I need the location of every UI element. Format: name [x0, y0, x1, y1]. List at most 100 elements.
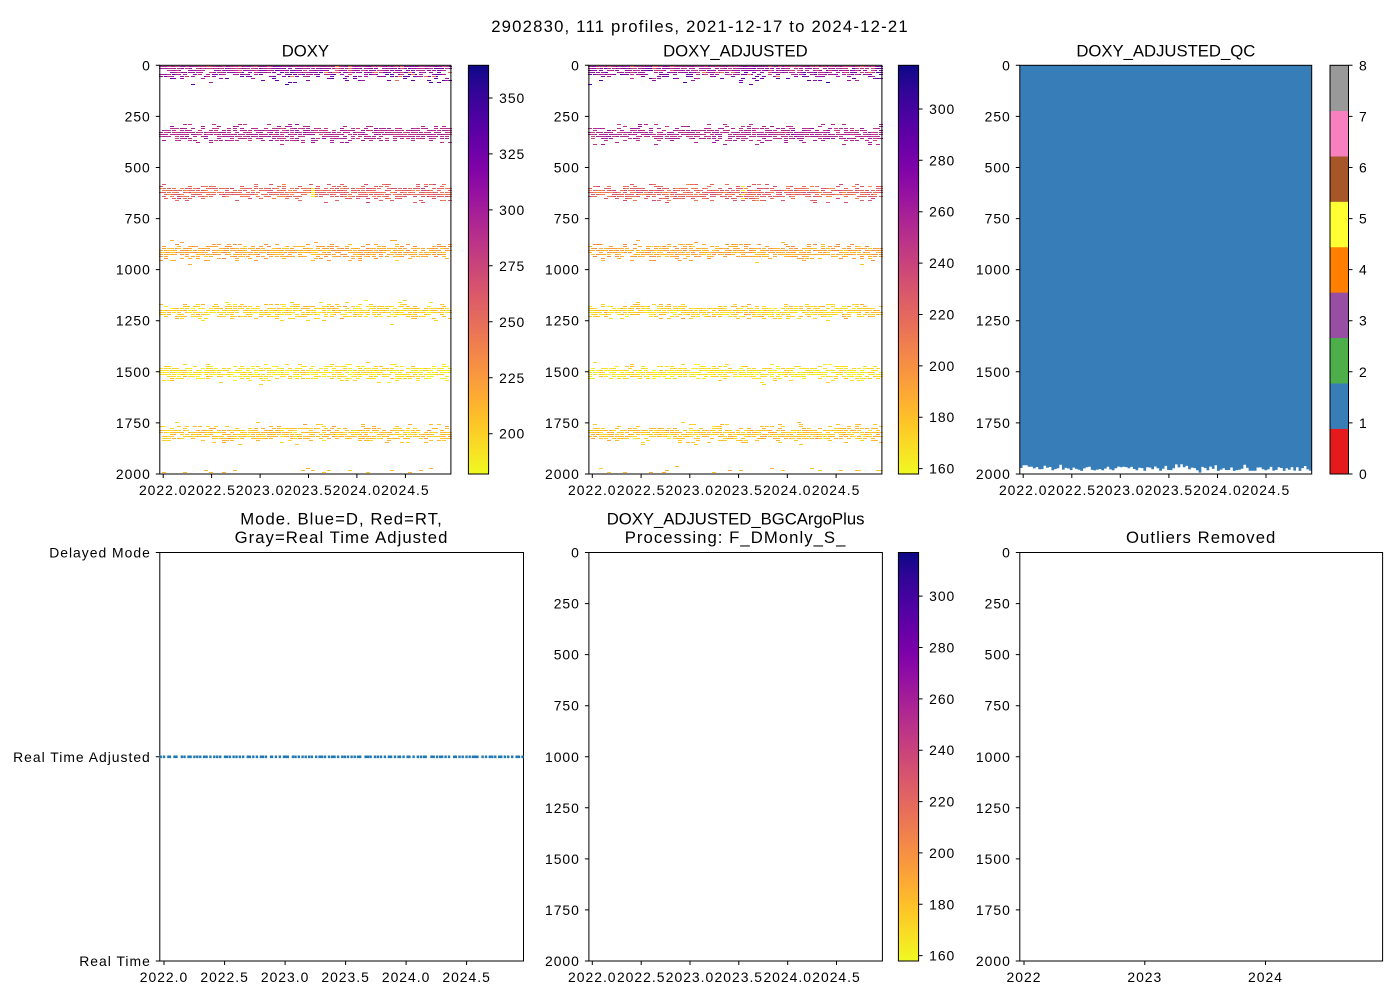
- svg-text:220: 220: [929, 307, 955, 323]
- svg-text:300: 300: [929, 588, 955, 604]
- svg-text:1250: 1250: [545, 800, 580, 816]
- svg-text:275: 275: [499, 258, 525, 274]
- svg-text:1500: 1500: [976, 851, 1011, 867]
- svg-text:2022.0: 2022.0: [999, 482, 1048, 498]
- svg-text:160: 160: [929, 948, 955, 964]
- svg-text:300: 300: [499, 202, 525, 218]
- svg-text:200: 200: [499, 426, 525, 442]
- svg-text:2023.5: 2023.5: [321, 969, 370, 985]
- svg-text:1250: 1250: [976, 313, 1011, 329]
- svg-text:DOXY: DOXY: [282, 41, 329, 60]
- svg-text:1500: 1500: [545, 364, 580, 380]
- svg-text:Real Time Adjusted: Real Time Adjusted: [13, 749, 151, 765]
- svg-text:Gray=Real Time Adjusted: Gray=Real Time Adjusted: [235, 528, 449, 547]
- svg-text:180: 180: [929, 409, 955, 425]
- svg-text:2024.5: 2024.5: [442, 969, 491, 985]
- svg-text:1500: 1500: [116, 364, 151, 380]
- svg-text:2024: 2024: [1248, 969, 1283, 985]
- svg-text:1500: 1500: [545, 851, 580, 867]
- svg-text:1750: 1750: [545, 415, 580, 431]
- svg-text:1: 1: [1359, 415, 1368, 431]
- svg-text:750: 750: [554, 211, 580, 227]
- svg-text:2022.0: 2022.0: [140, 969, 189, 985]
- svg-text:750: 750: [985, 211, 1011, 227]
- svg-text:2023.0: 2023.0: [666, 482, 715, 498]
- svg-text:1250: 1250: [976, 800, 1011, 816]
- svg-text:240: 240: [929, 255, 955, 271]
- svg-text:250: 250: [554, 108, 580, 124]
- svg-text:260: 260: [929, 691, 955, 707]
- svg-text:1750: 1750: [976, 415, 1011, 431]
- svg-text:160: 160: [929, 461, 955, 477]
- svg-text:Real Time: Real Time: [79, 953, 151, 969]
- svg-text:2902830, 111 profiles, 2021-12: 2902830, 111 profiles, 2021-12-17 to 202…: [491, 17, 909, 36]
- svg-text:1750: 1750: [976, 902, 1011, 918]
- svg-text:1500: 1500: [976, 364, 1011, 380]
- svg-text:2022.0: 2022.0: [568, 969, 617, 985]
- svg-text:280: 280: [929, 640, 955, 656]
- svg-text:2000: 2000: [976, 466, 1011, 482]
- svg-text:1750: 1750: [545, 902, 580, 918]
- svg-text:220: 220: [929, 794, 955, 810]
- svg-text:2023.0: 2023.0: [261, 969, 310, 985]
- svg-text:2022.5: 2022.5: [200, 969, 249, 985]
- svg-text:750: 750: [554, 698, 580, 714]
- svg-text:2022: 2022: [1007, 969, 1042, 985]
- svg-text:2024.0: 2024.0: [382, 969, 431, 985]
- svg-text:200: 200: [929, 845, 955, 861]
- svg-text:1000: 1000: [116, 262, 151, 278]
- svg-text:1000: 1000: [545, 262, 580, 278]
- svg-text:Processing: F_DMonly_S_: Processing: F_DMonly_S_: [625, 528, 847, 547]
- svg-text:500: 500: [125, 160, 151, 176]
- svg-text:250: 250: [985, 596, 1011, 612]
- svg-text:4: 4: [1359, 262, 1368, 278]
- svg-text:Mode. Blue=D, Red=RT,: Mode. Blue=D, Red=RT,: [240, 509, 443, 528]
- svg-text:2000: 2000: [545, 466, 580, 482]
- svg-text:500: 500: [554, 647, 580, 663]
- svg-text:2022.0: 2022.0: [568, 482, 617, 498]
- svg-text:250: 250: [554, 596, 580, 612]
- svg-text:2022.0: 2022.0: [139, 482, 188, 498]
- svg-text:500: 500: [554, 160, 580, 176]
- svg-text:500: 500: [985, 160, 1011, 176]
- svg-text:2024.0: 2024.0: [1193, 482, 1242, 498]
- svg-text:0: 0: [1359, 466, 1368, 482]
- svg-text:280: 280: [929, 152, 955, 168]
- svg-text:2022.5: 2022.5: [617, 969, 666, 985]
- svg-text:0: 0: [571, 57, 580, 73]
- svg-text:225: 225: [499, 370, 525, 386]
- svg-text:6: 6: [1359, 160, 1368, 176]
- svg-text:180: 180: [929, 896, 955, 912]
- svg-text:2023.0: 2023.0: [1096, 482, 1145, 498]
- svg-text:0: 0: [1002, 545, 1011, 561]
- svg-text:2024.5: 2024.5: [812, 482, 861, 498]
- svg-text:2022.5: 2022.5: [1048, 482, 1097, 498]
- svg-text:2024.5: 2024.5: [1242, 482, 1291, 498]
- svg-text:1000: 1000: [976, 749, 1011, 765]
- svg-text:2000: 2000: [545, 953, 580, 969]
- svg-text:2023: 2023: [1127, 969, 1162, 985]
- svg-text:300: 300: [929, 101, 955, 117]
- svg-text:2023.0: 2023.0: [236, 482, 285, 498]
- svg-text:0: 0: [571, 545, 580, 561]
- svg-text:0: 0: [1002, 57, 1011, 73]
- svg-text:1000: 1000: [976, 262, 1011, 278]
- svg-text:8: 8: [1359, 57, 1368, 73]
- svg-text:325: 325: [499, 146, 525, 162]
- svg-text:5: 5: [1359, 211, 1368, 227]
- svg-text:DOXY_ADJUSTED_BGCArgoPlus: DOXY_ADJUSTED_BGCArgoPlus: [607, 509, 865, 528]
- svg-text:1250: 1250: [545, 313, 580, 329]
- svg-text:DOXY_ADJUSTED_QC: DOXY_ADJUSTED_QC: [1076, 41, 1255, 60]
- svg-text:260: 260: [929, 204, 955, 220]
- svg-text:2: 2: [1359, 364, 1368, 380]
- svg-text:2024.0: 2024.0: [763, 969, 812, 985]
- svg-text:2023.5: 2023.5: [714, 482, 763, 498]
- svg-text:2000: 2000: [976, 953, 1011, 969]
- svg-text:7: 7: [1359, 108, 1368, 124]
- svg-text:2024.5: 2024.5: [812, 969, 861, 985]
- svg-text:750: 750: [125, 211, 151, 227]
- svg-text:2024.0: 2024.0: [763, 482, 812, 498]
- svg-text:500: 500: [985, 647, 1011, 663]
- svg-text:750: 750: [985, 698, 1011, 714]
- svg-text:2023.0: 2023.0: [666, 969, 715, 985]
